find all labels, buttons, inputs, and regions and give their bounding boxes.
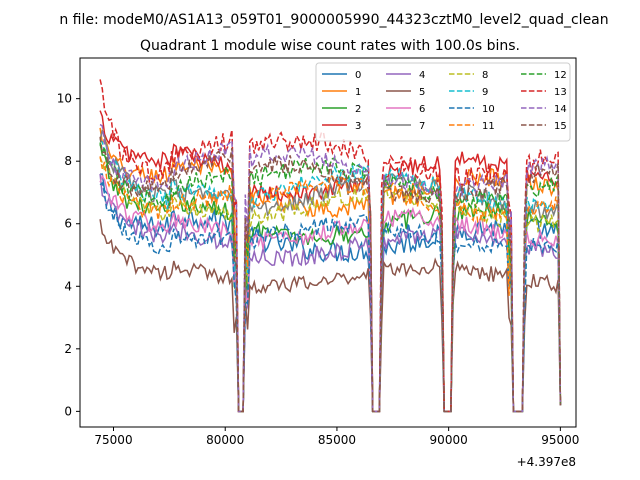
y-tick-label: 0: [64, 404, 72, 418]
y-axis: 0 2 4 6 8 10: [57, 92, 80, 418]
x-tick-label: 95000: [541, 433, 579, 447]
x-axis: 75000 80000 85000 90000 95000: [94, 427, 579, 447]
legend-label: 13: [554, 87, 567, 98]
plot-lines: [99, 79, 562, 413]
legend-label: 12: [554, 70, 567, 81]
x-tick-label: 80000: [206, 433, 244, 447]
series-line-12: [99, 144, 562, 413]
plot-area-frame: [79, 57, 577, 428]
series-line-14: [99, 123, 562, 413]
legend-label: 8: [482, 70, 488, 81]
y-tick-label: 4: [64, 279, 72, 293]
series-line-3: [99, 110, 562, 413]
series-line-13: [99, 79, 562, 413]
legend-label: 0: [355, 70, 361, 81]
y-tick-label: 8: [64, 154, 72, 168]
y-tick-label: 10: [57, 92, 72, 106]
legend-label: 14: [554, 104, 567, 115]
legend-label: 15: [554, 121, 567, 132]
legend-label: 5: [419, 87, 425, 98]
y-tick-label: 6: [64, 217, 72, 231]
series-line-4: [99, 173, 562, 413]
series-line-8: [99, 157, 562, 413]
legend-label: 2: [355, 104, 361, 115]
series-line-2: [99, 142, 562, 413]
figure-suptitle: n file: modeM0/AS1A13_059T01_9000005990_…: [59, 12, 608, 28]
series-line-5: [99, 219, 562, 413]
series-line-11: [99, 156, 562, 413]
legend-label: 10: [482, 104, 495, 115]
legend-label: 3: [355, 121, 361, 132]
x-tick-label: 90000: [430, 433, 468, 447]
legend-label: 11: [482, 121, 495, 132]
legend-label: 7: [419, 121, 425, 132]
legend-label: 4: [419, 70, 425, 81]
legend-box: [315, 62, 571, 142]
legend-label: 6: [419, 104, 425, 115]
chart-title: Quadrant 1 module wise count rates with …: [140, 38, 520, 54]
legend-label: 9: [482, 87, 488, 98]
x-tick-label: 75000: [94, 433, 132, 447]
x-tick-label: 85000: [318, 433, 356, 447]
legend-label: 1: [355, 87, 361, 98]
series-line-15: [99, 136, 562, 413]
series-line-10: [99, 181, 562, 413]
y-tick-label: 2: [64, 342, 72, 356]
series-line-6: [99, 174, 562, 413]
x-offset-label: +4.397e8: [517, 455, 576, 469]
